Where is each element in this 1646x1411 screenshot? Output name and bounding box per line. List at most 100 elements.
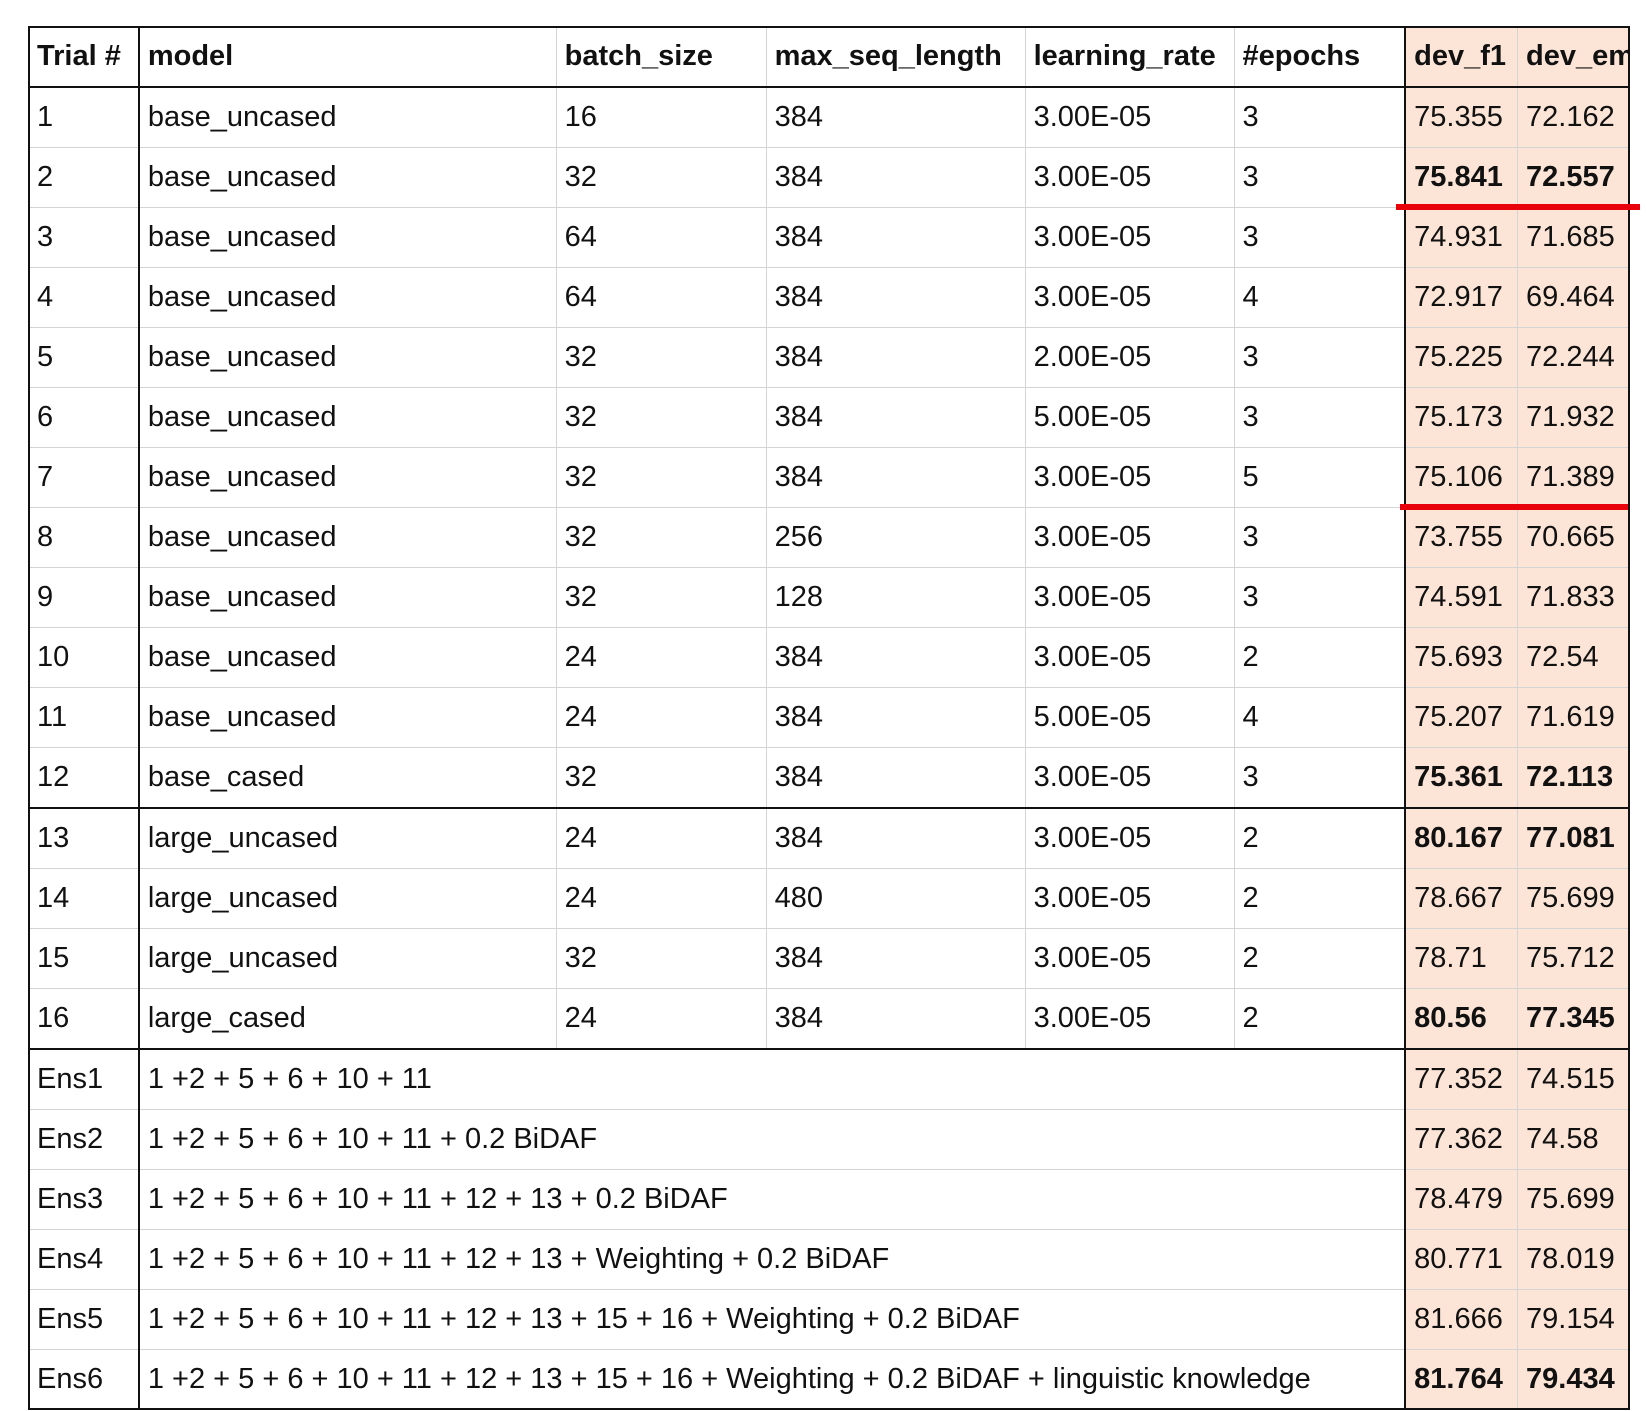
cell-epochs: 2 (1233, 988, 1407, 1050)
cell-dev-em: 72.54 (1517, 627, 1630, 688)
cell-model: base_uncased (138, 507, 557, 568)
ensemble-row: Ens6 1 +2 + 5 + 6 + 10 + 11 + 12 + 13 + 1… (28, 1349, 1630, 1410)
cell-ensemble-name: Ens5 (28, 1289, 140, 1350)
cell-dev-em: 72.162 (1517, 86, 1630, 148)
table-row: 6 base_uncased 32 384 5.00E-05 3 75.173 71.932 (28, 387, 1630, 448)
header-dev-f1: dev_f1 (1405, 26, 1519, 88)
cell-dev-em: 71.932 (1517, 387, 1630, 448)
cell-trial: 1 (28, 86, 140, 148)
cell-dev-em: 74.515 (1517, 1048, 1630, 1110)
cell-epochs: 3 (1233, 327, 1407, 388)
cell-batch-size: 32 (555, 747, 767, 809)
cell-learning-rate: 3.00E-05 (1024, 147, 1235, 208)
cell-ensemble-name: Ens2 (28, 1109, 140, 1170)
cell-trial: 13 (28, 807, 140, 869)
cell-dev-em: 75.712 (1517, 928, 1630, 989)
ensemble-row: Ens5 1 +2 + 5 + 6 + 10 + 11 + 12 + 13 + 1… (28, 1289, 1630, 1350)
cell-learning-rate: 3.00E-05 (1024, 868, 1235, 929)
header-batch-size: batch_size (555, 26, 767, 88)
cell-dev-em: 72.244 (1517, 327, 1630, 388)
cell-learning-rate: 3.00E-05 (1024, 567, 1235, 628)
cell-dev-f1: 80.771 (1405, 1229, 1519, 1290)
cell-learning-rate: 3.00E-05 (1024, 928, 1235, 989)
cell-max-seq-length: 384 (765, 207, 1026, 268)
cell-epochs: 3 (1233, 207, 1407, 268)
cell-batch-size: 24 (555, 627, 767, 688)
table-body: 1 base_uncased 16 384 3.00E-05 3 75.355 72.162 2… (28, 86, 1630, 1410)
cell-dev-em: 79.154 (1517, 1289, 1630, 1350)
cell-dev-em: 77.081 (1517, 807, 1630, 869)
cell-model: large_cased (138, 988, 557, 1050)
cell-ensemble-name: Ens3 (28, 1169, 140, 1230)
cell-dev-f1: 78.71 (1405, 928, 1519, 989)
cell-model: base_uncased (138, 387, 557, 448)
cell-batch-size: 24 (555, 988, 767, 1050)
cell-ensemble-name: Ens4 (28, 1229, 140, 1290)
cell-learning-rate: 3.00E-05 (1024, 86, 1235, 148)
cell-max-seq-length: 384 (765, 687, 1026, 748)
cell-trial: 11 (28, 687, 140, 748)
cell-dev-f1: 72.917 (1405, 267, 1519, 328)
cell-max-seq-length: 384 (765, 807, 1026, 869)
table-row: 4 base_uncased 64 384 3.00E-05 4 72.917 69.464 (28, 267, 1630, 328)
cell-dev-em: 70.665 (1517, 507, 1630, 568)
cell-dev-f1: 74.931 (1405, 207, 1519, 268)
cell-dev-f1: 77.352 (1405, 1048, 1519, 1110)
cell-max-seq-length: 384 (765, 327, 1026, 388)
cell-trial: 10 (28, 627, 140, 688)
cell-epochs: 5 (1233, 447, 1407, 508)
cell-trial: 12 (28, 747, 140, 809)
results-table: Trial # model batch_size max_seq_length … (28, 26, 1630, 1410)
cell-batch-size: 32 (555, 447, 767, 508)
cell-ensemble-name: Ens6 (28, 1349, 140, 1410)
cell-model: base_uncased (138, 687, 557, 748)
cell-max-seq-length: 384 (765, 627, 1026, 688)
cell-max-seq-length: 384 (765, 988, 1026, 1050)
cell-dev-f1: 75.693 (1405, 627, 1519, 688)
cell-learning-rate: 3.00E-05 (1024, 807, 1235, 869)
cell-dev-f1: 75.225 (1405, 327, 1519, 388)
cell-model: base_uncased (138, 207, 557, 268)
cell-epochs: 3 (1233, 567, 1407, 628)
cell-batch-size: 64 (555, 207, 767, 268)
cell-dev-f1: 77.362 (1405, 1109, 1519, 1170)
cell-epochs: 2 (1233, 627, 1407, 688)
cell-dev-f1: 78.479 (1405, 1169, 1519, 1230)
cell-epochs: 2 (1233, 928, 1407, 989)
cell-dev-f1: 75.207 (1405, 687, 1519, 748)
cell-batch-size: 32 (555, 387, 767, 448)
cell-dev-f1: 75.355 (1405, 86, 1519, 148)
cell-max-seq-length: 128 (765, 567, 1026, 628)
table-row: 14 large_uncased 24 480 3.00E-05 2 78.667 75.69… (28, 868, 1630, 929)
cell-ensemble-composition: 1 +2 + 5 + 6 + 10 + 11 (138, 1048, 1407, 1110)
results-table-container: Trial # model batch_size max_seq_length … (28, 26, 1640, 1410)
header-model: model (138, 26, 557, 88)
table-row: 9 base_uncased 32 128 3.00E-05 3 74.591 71.833 (28, 567, 1630, 628)
cell-model: base_uncased (138, 86, 557, 148)
cell-epochs: 2 (1233, 868, 1407, 929)
table-row: 1 base_uncased 16 384 3.00E-05 3 75.355 72.162 (28, 86, 1630, 148)
cell-learning-rate: 3.00E-05 (1024, 747, 1235, 809)
cell-epochs: 4 (1233, 687, 1407, 748)
cell-dev-f1: 81.764 (1405, 1349, 1519, 1410)
cell-dev-f1: 81.666 (1405, 1289, 1519, 1350)
cell-dev-em: 78.019 (1517, 1229, 1630, 1290)
cell-learning-rate: 3.00E-05 (1024, 267, 1235, 328)
cell-model: base_uncased (138, 627, 557, 688)
red-underline-bottom (1400, 504, 1628, 510)
cell-learning-rate: 3.00E-05 (1024, 988, 1235, 1050)
header-epochs: #epochs (1233, 26, 1407, 88)
cell-learning-rate: 5.00E-05 (1024, 687, 1235, 748)
column-divider-trial (138, 26, 140, 1410)
cell-batch-size: 32 (555, 147, 767, 208)
cell-epochs: 3 (1233, 147, 1407, 208)
ensemble-row: Ens1 1 +2 + 5 + 6 + 10 + 11 77.352 74.515 (28, 1048, 1630, 1110)
cell-dev-em: 77.345 (1517, 988, 1630, 1050)
cell-ensemble-composition: 1 +2 + 5 + 6 + 10 + 11 + 12 + 13 + 15 + … (138, 1289, 1407, 1350)
cell-trial: 15 (28, 928, 140, 989)
table-row: 12 base_cased 32 384 3.00E-05 3 75.361 72.113 (28, 747, 1630, 809)
cell-trial: 4 (28, 267, 140, 328)
red-underline-top (1396, 204, 1640, 210)
cell-learning-rate: 3.00E-05 (1024, 507, 1235, 568)
cell-dev-em: 72.557 (1517, 147, 1630, 208)
